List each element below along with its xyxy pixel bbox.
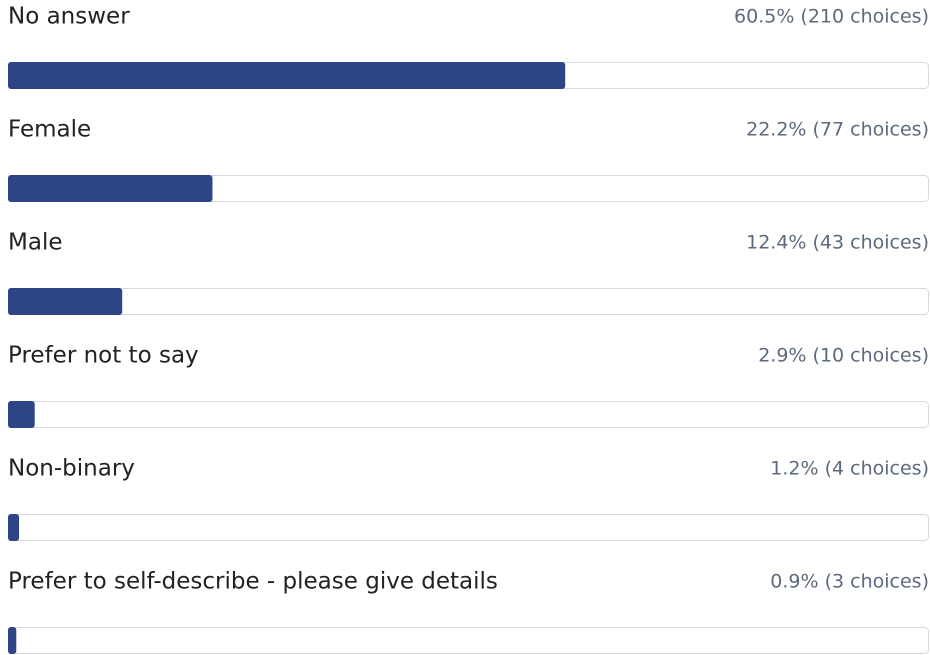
bar-track bbox=[8, 514, 929, 541]
bar bbox=[8, 175, 213, 202]
option-label: Prefer not to say bbox=[8, 343, 199, 369]
option-label: Prefer to self-describe - please give de… bbox=[8, 569, 498, 595]
option-label: No answer bbox=[8, 4, 130, 30]
bar-track bbox=[8, 288, 929, 315]
bar bbox=[8, 288, 123, 315]
option-result: 60.5% (210 choices) bbox=[734, 6, 929, 28]
bar bbox=[8, 627, 17, 654]
option-result: 12.4% (43 choices) bbox=[746, 232, 929, 254]
option-result: 22.2% (77 choices) bbox=[746, 119, 929, 141]
bar-track bbox=[8, 401, 929, 428]
option-result: 0.9% (3 choices) bbox=[770, 571, 929, 593]
bar bbox=[8, 514, 20, 541]
option-result: 1.2% (4 choices) bbox=[770, 458, 929, 480]
option-result: 2.9% (10 choices) bbox=[758, 345, 929, 367]
option-label: Male bbox=[8, 230, 62, 256]
option-label: Non-binary bbox=[8, 456, 135, 482]
bar-track bbox=[8, 627, 929, 654]
bar bbox=[8, 62, 566, 89]
bar bbox=[8, 401, 35, 428]
option-label: Female bbox=[8, 117, 91, 143]
